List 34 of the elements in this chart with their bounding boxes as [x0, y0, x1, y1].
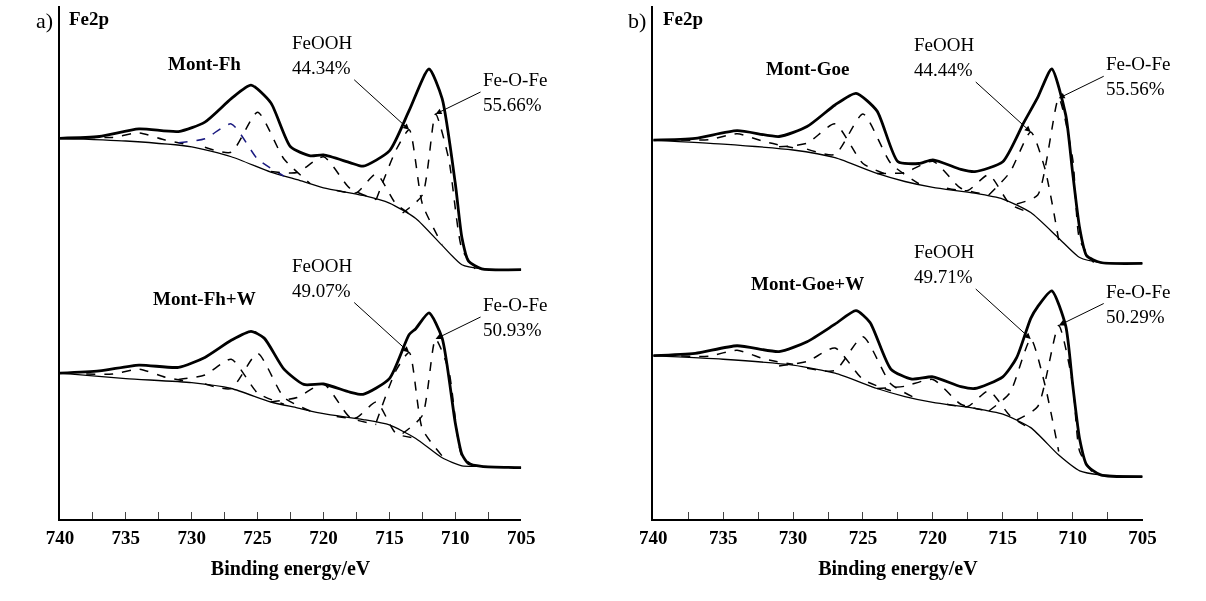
series-label: Mont-Fh — [168, 53, 242, 74]
x-tick-label: 740 — [638, 526, 668, 548]
x-tick-label: 715 — [988, 526, 1018, 548]
annotation: FeOOH 49.07% — [292, 255, 353, 301]
x-tick-label: 730 — [177, 526, 206, 548]
x-tick-label: 720 — [309, 526, 338, 548]
x-tick-label: 715 — [375, 526, 404, 548]
x-tick-label: 735 — [111, 526, 141, 548]
annotation: Fe-O-Fe 55.66% — [483, 69, 548, 115]
chart-subtitle: Fe2p — [69, 8, 110, 29]
x-tick-label: 730 — [778, 526, 808, 548]
x-tick-label: 725 — [243, 526, 272, 548]
chart-subtitle: Fe2p — [663, 8, 704, 29]
x-tick-label: 705 — [506, 526, 536, 548]
x-tick-label: 710 — [441, 526, 470, 548]
annotation: FeOOH 44.44% — [914, 34, 975, 80]
series-label: Mont-Goe — [766, 58, 850, 79]
annotation: FeOOH 44.34% — [292, 32, 353, 78]
chart-title: a) — [36, 8, 54, 33]
x-tick-label: 740 — [45, 526, 75, 548]
x-tick-label: 725 — [848, 526, 878, 548]
annotation: FeOOH 49.71% — [914, 241, 975, 287]
x-axis-title: Binding energy/eV — [210, 556, 371, 580]
x-tick-label: 705 — [1128, 526, 1157, 548]
x-tick-label: 720 — [918, 526, 948, 548]
series-label: Mont-Goe+W — [751, 273, 865, 294]
x-tick-label: 710 — [1058, 526, 1087, 548]
chart-title: b) — [628, 8, 647, 33]
annotation: Fe-O-Fe 50.93% — [483, 294, 548, 340]
series-label: Mont-Fh+W — [153, 288, 256, 309]
x-tick-label: 735 — [708, 526, 738, 548]
annotation: Fe-O-Fe 50.29% — [1106, 281, 1171, 327]
x-axis-title: Binding energy/eV — [818, 556, 979, 580]
annotation: Fe-O-Fe 55.56% — [1106, 53, 1171, 99]
